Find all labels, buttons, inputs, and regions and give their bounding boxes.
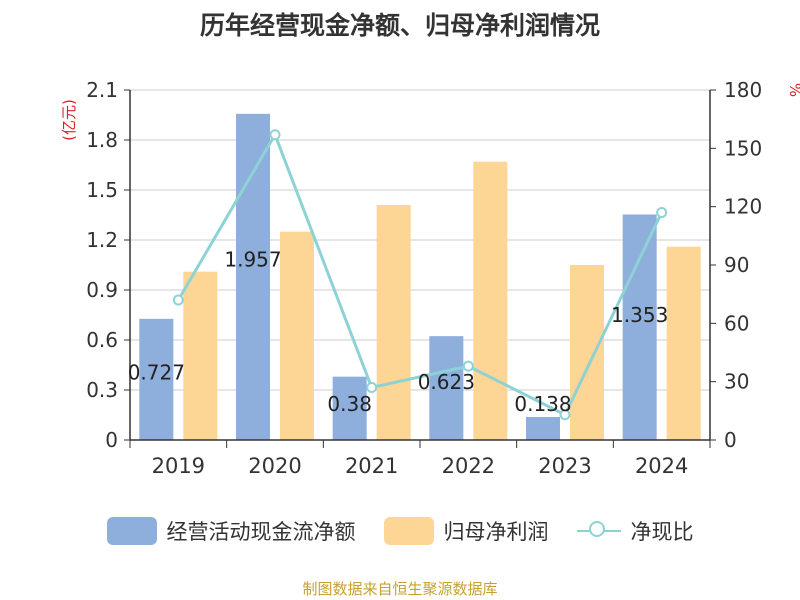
right-tick-label: 60: [724, 311, 749, 335]
x-tick-label: 2023: [538, 454, 591, 478]
right-tick-label: 180: [724, 78, 762, 102]
legend: 经营活动现金流净额 归母净利润 净现比: [0, 516, 800, 546]
bar-cashflow: [526, 417, 560, 440]
data-label-cashflow: 0.727: [128, 360, 185, 384]
legend-item-profit[interactable]: 归母净利润: [383, 516, 549, 546]
bar-cashflow: [236, 113, 270, 440]
ratio-point: [656, 207, 668, 218]
data-label-cashflow: 0.623: [418, 370, 475, 394]
bar-profit: [376, 205, 411, 440]
ratio-point: [172, 294, 184, 306]
data-labels: 0.727 1.957 0.38 0.623 0.138 1.353: [128, 248, 669, 417]
left-tick-label: 0.6: [86, 328, 118, 352]
data-label-cashflow: 1.353: [611, 303, 668, 327]
ratio-point: [366, 382, 378, 393]
left-tick-label: 0.9: [86, 278, 118, 302]
bar-profit: [280, 231, 314, 440]
right-tick-label: 0: [724, 428, 737, 452]
x-tick-label: 2024: [635, 454, 688, 478]
left-tick-label: 0.3: [86, 378, 118, 402]
legend-swatch-ratio: [576, 517, 621, 545]
right-axis-unit: %: [786, 83, 800, 97]
left-tick-label: 1.2: [86, 228, 118, 252]
right-tick-label: 150: [724, 136, 762, 160]
legend-label-cashflow: 经营活动现金流净额: [166, 520, 356, 544]
legend-label-profit: 归母净利润: [443, 520, 549, 544]
axes: 0 0.3 0.6 0.9 1.2 1.5 1.8 2.1 0 30 60 90 120 150 180 20…: [86, 78, 762, 478]
bars: [139, 113, 701, 440]
ratio-point: [462, 360, 474, 372]
left-tick-label: 0: [105, 428, 118, 452]
right-tick-label: 90: [724, 253, 749, 277]
bar-cashflow: [139, 318, 174, 440]
ratio-point: [559, 409, 571, 421]
left-tick-label: 1.5: [86, 178, 118, 202]
ratio-point: [269, 129, 281, 141]
legend-swatch-cashflow: [106, 517, 157, 545]
source-note: 制图数据来自恒生聚源数据库: [302, 580, 498, 598]
left-axis-unit: (亿元): [60, 99, 78, 141]
legend-label-ratio: 净现比: [630, 520, 694, 544]
right-tick-label: 120: [724, 195, 762, 219]
data-label-cashflow: 0.138: [514, 392, 571, 416]
bar-profit: [183, 271, 218, 440]
legend-item-cashflow[interactable]: 经营活动现金流净额: [106, 516, 356, 546]
bar-cashflow: [622, 214, 657, 440]
ratio-line: [172, 129, 668, 421]
bar-profit: [473, 161, 508, 440]
left-tick-label: 2.1: [86, 78, 118, 102]
bar-profit: [570, 265, 604, 440]
data-label-cashflow: 1.957: [224, 248, 281, 272]
bar-cashflow: [429, 336, 464, 440]
chart-title: 历年经营现金净额、归母净利润情况: [199, 11, 600, 40]
x-tick-label: 2020: [248, 454, 301, 478]
data-label-cashflow: 0.38: [327, 392, 372, 416]
bar-cashflow: [332, 376, 367, 440]
right-tick-label: 30: [724, 370, 749, 394]
grid-lines: [130, 89, 710, 391]
bar-profit: [666, 246, 701, 440]
legend-swatch-profit: [383, 517, 434, 545]
ratio-line-path: [177, 131, 664, 417]
x-tick-label: 2021: [345, 454, 398, 478]
x-tick-label: 2019: [152, 454, 205, 478]
left-tick-label: 1.8: [86, 128, 118, 152]
x-tick-label: 2022: [442, 454, 495, 478]
legend-item-ratio[interactable]: 净现比: [576, 516, 694, 546]
